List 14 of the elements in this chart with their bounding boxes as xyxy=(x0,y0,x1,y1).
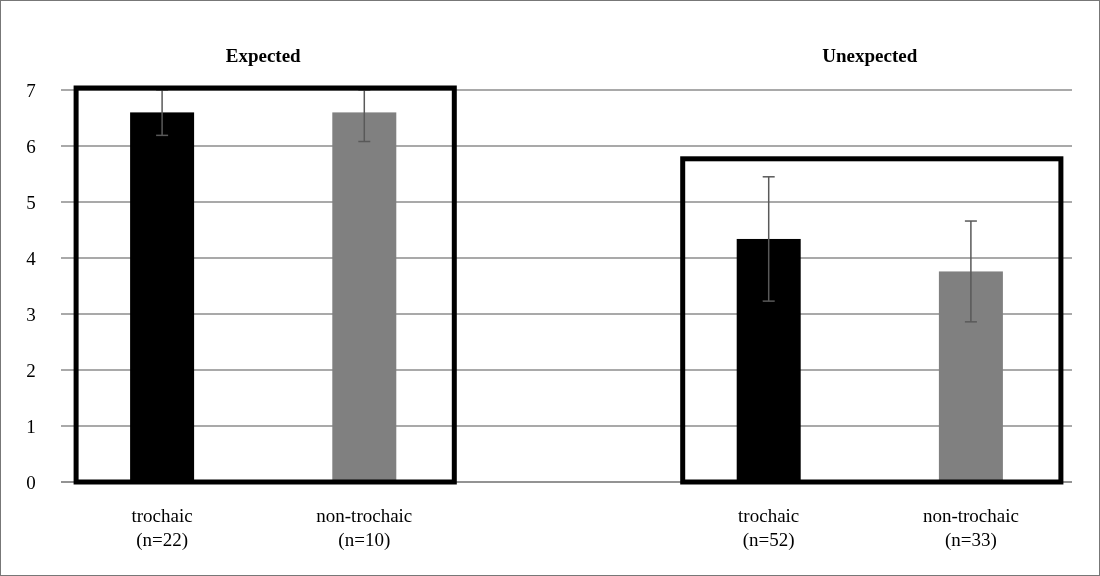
x-tick-label: trochaic (n=22) xyxy=(131,505,193,551)
text: Expected xyxy=(225,45,302,66)
y-tick-label: 4 xyxy=(26,247,37,269)
text: Unexpected xyxy=(822,45,918,66)
y-tick-label: 5 xyxy=(26,191,36,213)
y-tick-label: 6 xyxy=(26,135,36,157)
y-tick-label: 7 xyxy=(26,79,36,101)
x-tick-label: non-trochaic (n=33) xyxy=(922,505,1019,551)
x-tick-label: non-trochaic (n=10) xyxy=(316,505,413,551)
y-tick-label: 2 xyxy=(26,359,36,381)
y-tick-label: 3 xyxy=(26,303,36,325)
y-tick-label: 1 xyxy=(26,415,36,437)
x-tick-label: trochaic (n=52) xyxy=(738,505,800,551)
y-tick-label: 0 xyxy=(26,471,36,493)
